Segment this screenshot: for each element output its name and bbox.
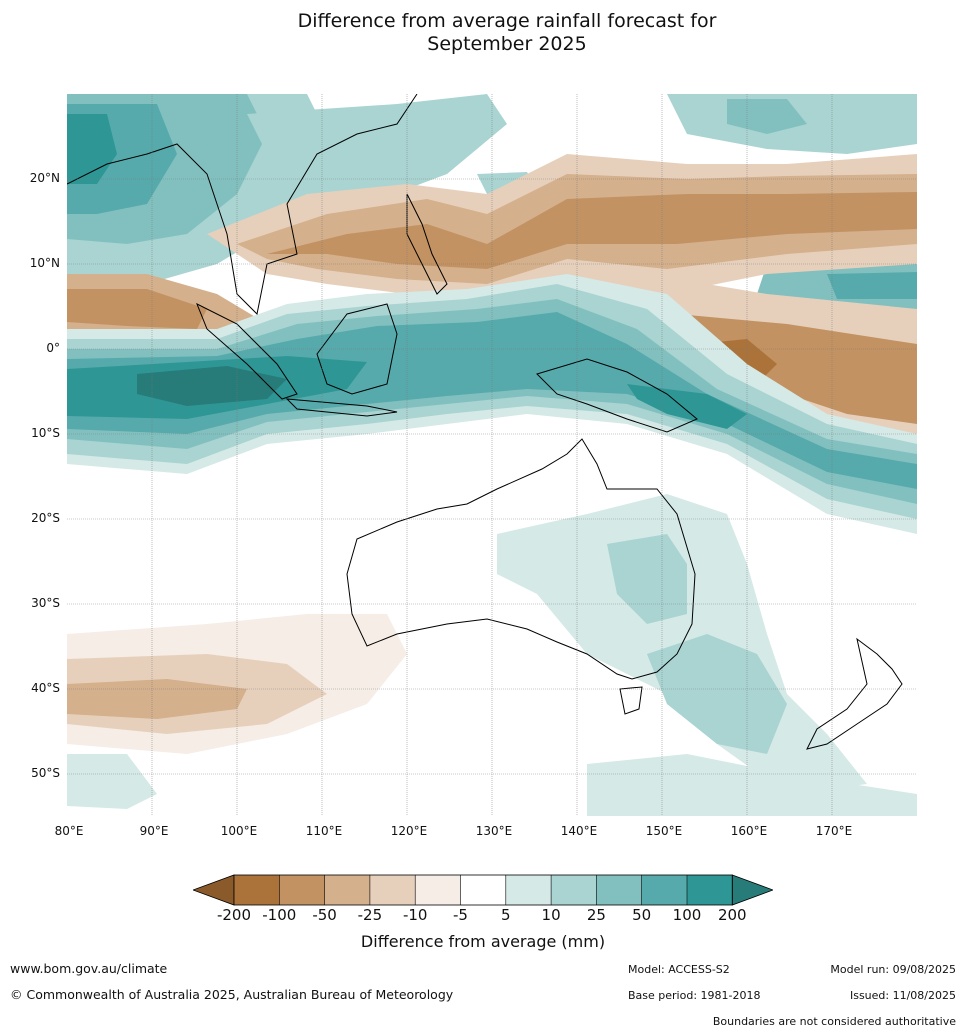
legend-swatch-100-200 [687,875,733,905]
lat-label-10n: 10°N [29,256,60,270]
lon-label-120e: 120°E [390,824,428,838]
lon-label-100e: 100°E [220,824,258,838]
teal-region-se [647,634,787,754]
legend-tick: 200 [717,906,747,924]
map-gridlines [67,94,917,816]
legend-swatch-neg100-neg50 [279,875,325,905]
teal-region-ne-inner [727,99,807,134]
new-zealand-coastline [806,637,903,750]
legend-swatch-below-200 [193,874,235,906]
lat-label-0: 0° [46,341,60,355]
lat-label-30s: 30°S [31,596,60,610]
lon-label-80e: 80°E [54,824,84,838]
teal-region-png [627,384,747,429]
teal-region-south [587,754,917,816]
papua-new-guinea-coastline [536,358,698,433]
lon-label-160e: 160°E [730,824,768,838]
lon-label-150e: 150°E [645,824,683,838]
legend-tick: 50 [632,906,652,924]
legend-swatch-neg200-neg100 [234,875,280,905]
title-line-2: September 2025 [427,33,587,55]
legend-tick: -5 [453,906,468,924]
tasmania-coastline [619,686,643,715]
legend-swatch-10-25 [551,875,597,905]
legend-swatch-neg5-5 [460,875,506,905]
disclaimer-text: Boundaries are not considered authoritat… [712,1015,956,1028]
teal-region-ne-strip-core [827,272,917,299]
legend-swatch-5-10 [505,875,552,905]
lon-label-140e: 140°E [560,824,598,838]
lon-label-170e: 170°E [815,824,853,838]
lat-label-20s: 20°S [31,511,60,525]
legend-tick: 10 [541,906,561,924]
legend-colorbar [193,874,773,906]
base-period-label: Base period: 1981-2018 [628,989,761,1002]
legend-swatch-neg10-neg5 [415,875,461,905]
legend-tick: -100 [262,906,297,924]
lon-label-90e: 90°E [139,824,169,838]
lat-label-10s: 10°S [31,426,60,440]
sumatra-coastline [196,302,298,400]
java-coastline [285,398,398,417]
australia-coastline [346,438,696,680]
brown-region-north-core [267,192,917,269]
teal-region-australia-mid [607,534,687,624]
lon-label-130e: 130°E [475,824,513,838]
legend-tick: 5 [501,906,511,924]
website-link[interactable]: www.bom.gov.au/climate [10,961,168,976]
legend-tick: -25 [357,906,383,924]
teal-region-nw-deep [67,114,117,184]
teal-region-equatorial-core [67,312,917,489]
asia-coastline [67,94,418,316]
legend-swatch-neg50-neg25 [324,875,370,905]
teal-region-sw [67,754,157,809]
legend-swatch-above-200 [731,874,773,906]
brown-region-south-indian-core [67,679,247,719]
legend-tick: -10 [402,906,428,924]
legend-tick: -50 [312,906,337,924]
model-run-label: Model run: 09/08/2025 [830,963,956,976]
legend-swatch-50-100 [641,875,687,905]
legend-title: Difference from average (mm) [360,932,606,951]
brown-region-west-core [67,289,207,329]
lat-label-20n: 20°N [29,171,60,185]
copyright-text: © Commonwealth of Australia 2025, Austra… [10,987,454,1002]
map-canvas [67,94,917,816]
teal-region-north-center [247,94,507,204]
issued-label: Issued: 11/08/2025 [849,989,956,1002]
philippines-coastline [406,193,448,295]
lon-label-110e: 110°E [305,824,343,838]
teal-region-equatorial-darkest [137,366,287,406]
lat-label-40s: 40°S [31,681,60,695]
lat-label-50s: 50°S [31,766,60,780]
borneo-coastline [316,303,398,395]
legend-tick: -200 [216,906,252,924]
rainfall-map[interactable] [67,94,917,816]
map-title: Difference from average rainfall forecas… [0,10,965,56]
title-line-1: Difference from average rainfall forecas… [297,10,717,32]
model-label: Model: ACCESS-S2 [628,963,730,976]
legend-tick: 25 [586,906,606,924]
legend-swatch-25-50 [596,875,642,905]
legend-tick: 100 [672,906,702,924]
legend-swatch-neg25-neg10 [369,875,416,905]
